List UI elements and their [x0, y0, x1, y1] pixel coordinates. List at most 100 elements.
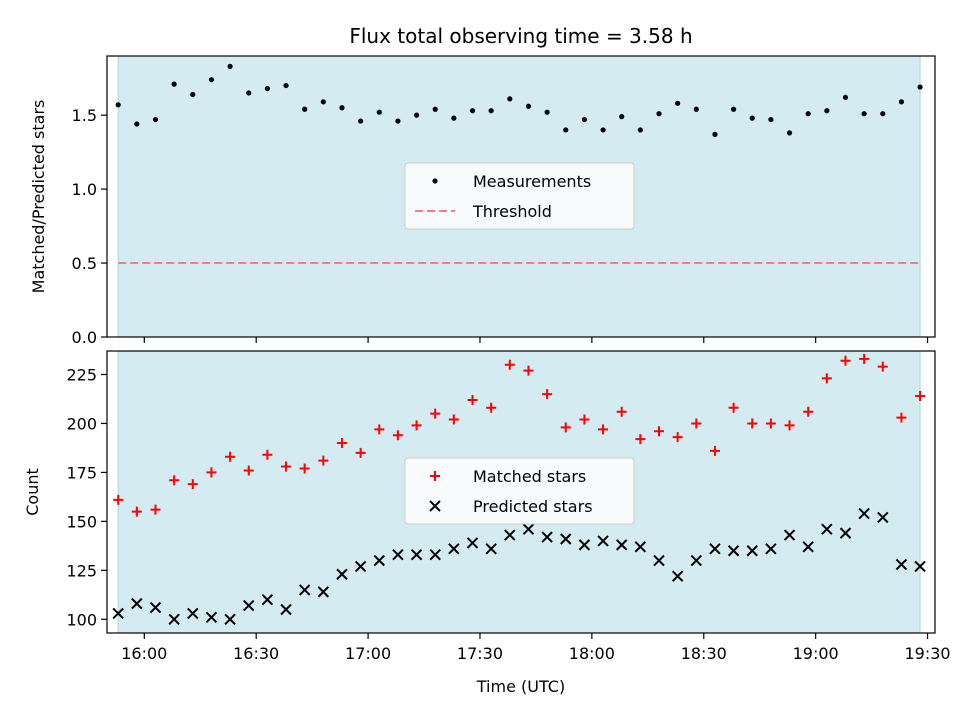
x-tick-label: 19:00 — [793, 644, 839, 663]
y-tick-label: 200 — [66, 414, 97, 433]
data-point — [581, 116, 588, 123]
y-tick-label: 100 — [66, 610, 97, 629]
data-point — [485, 543, 497, 555]
data-point — [821, 523, 833, 535]
data-point — [784, 420, 795, 431]
data-point — [504, 359, 515, 370]
data-point — [283, 82, 289, 89]
data-point — [392, 548, 404, 561]
series-predicted-stars — [112, 507, 926, 625]
x-tick-label: 16:00 — [121, 644, 167, 663]
series-matched-stars — [113, 353, 926, 517]
data-point — [747, 418, 758, 429]
data-point — [805, 111, 811, 117]
data-point — [523, 365, 534, 376]
y-tick-label: 0.0 — [72, 328, 97, 347]
data-point — [709, 543, 721, 555]
data-point — [243, 599, 255, 612]
data-point — [675, 100, 681, 106]
data-point — [317, 586, 330, 598]
data-point — [895, 558, 908, 571]
data-point — [354, 560, 367, 573]
data-point — [261, 594, 274, 606]
data-point — [320, 99, 326, 105]
data-point — [653, 554, 665, 567]
data-point — [654, 426, 664, 437]
data-point — [746, 545, 758, 557]
data-point — [840, 355, 851, 366]
data-point — [821, 373, 832, 384]
data-point — [298, 584, 311, 596]
data-point — [134, 121, 140, 127]
data-point — [336, 438, 347, 449]
data-point — [150, 504, 161, 515]
data-point — [280, 603, 292, 616]
data-point — [190, 91, 196, 98]
legend-label: Predicted stars — [473, 497, 593, 516]
data-point — [522, 523, 535, 535]
data-point — [917, 84, 923, 90]
data-point — [448, 414, 459, 425]
legend-box — [404, 162, 635, 230]
data-point — [597, 535, 609, 547]
top-panel: 0.0 0.5 1.0 1.5 Matched/Predicted stars Measu… — [29, 55, 936, 347]
data-point — [619, 114, 625, 120]
data-point — [525, 103, 532, 109]
data-point — [842, 94, 849, 101]
data-point — [877, 361, 888, 372]
data-point — [466, 537, 479, 549]
data-point — [246, 90, 252, 96]
data-point — [803, 406, 814, 417]
data-point — [637, 127, 643, 133]
data-point — [374, 424, 385, 435]
data-point — [208, 77, 215, 83]
data-point — [373, 554, 385, 567]
legend-key — [429, 500, 441, 512]
data-point — [355, 447, 366, 458]
data-point — [693, 106, 699, 112]
data-point — [225, 451, 236, 462]
data-point — [802, 541, 814, 553]
data-point — [712, 131, 718, 137]
data-point — [264, 85, 270, 92]
data-point — [615, 539, 628, 551]
legend-box — [404, 457, 635, 525]
data-point — [728, 402, 739, 413]
legend-key — [432, 178, 438, 184]
data-point — [429, 548, 441, 561]
data-point — [169, 475, 180, 486]
data-point — [600, 127, 606, 133]
legend: Measurements Threshold — [404, 162, 635, 230]
legend-key — [430, 471, 440, 481]
x-tick-label: 18:00 — [569, 644, 615, 663]
data-point — [302, 106, 308, 112]
data-point — [898, 99, 905, 105]
data-point — [448, 543, 460, 555]
data-point — [168, 613, 180, 625]
y-axis-label: Matched/Predicted stars — [29, 100, 48, 294]
data-point — [839, 527, 852, 539]
x-tick-label: 17:30 — [457, 644, 503, 663]
data-point — [339, 105, 345, 111]
data-point — [616, 406, 627, 417]
data-point — [709, 445, 720, 456]
data-point — [560, 422, 571, 433]
data-point — [598, 424, 609, 435]
y-tick-label: 225 — [66, 366, 97, 385]
data-point — [671, 570, 684, 582]
data-point — [318, 455, 329, 466]
x-tick-label: 16:30 — [233, 644, 279, 663]
data-point — [542, 389, 553, 400]
data-point — [765, 543, 777, 555]
data-point — [131, 597, 143, 610]
data-point — [113, 494, 124, 505]
data-point — [914, 560, 926, 573]
data-point — [672, 432, 683, 443]
data-point — [411, 420, 422, 431]
y-tick-label: 150 — [66, 512, 97, 531]
data-point — [488, 108, 494, 114]
data-point — [187, 607, 199, 620]
data-point — [206, 467, 217, 478]
data-point — [171, 81, 177, 87]
